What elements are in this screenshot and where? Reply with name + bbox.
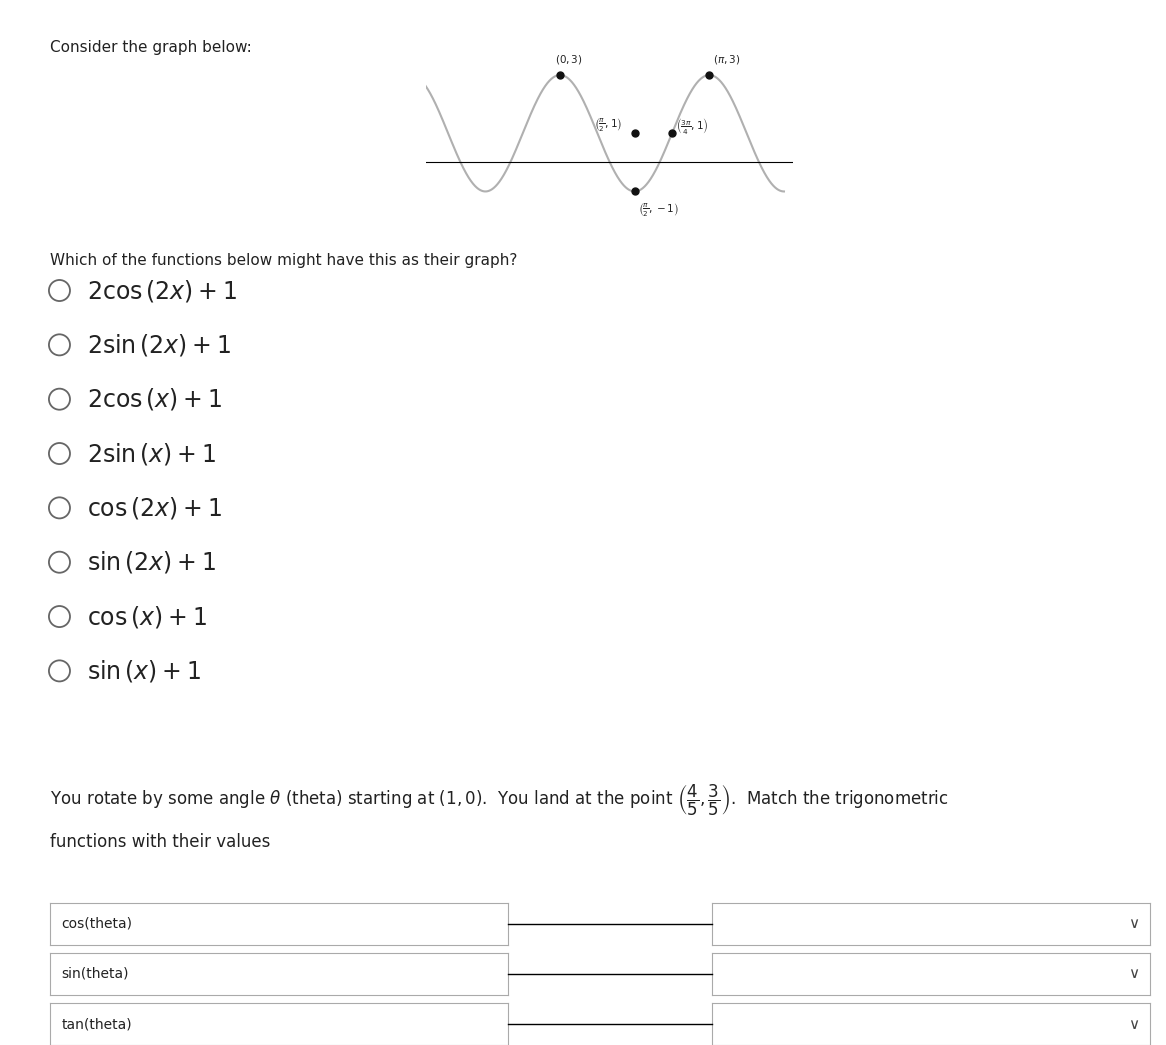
Text: $\cos\left(2x\right)+1$: $\cos\left(2x\right)+1$ bbox=[87, 495, 223, 520]
Text: $2\sin\left(x\right)+1$: $2\sin\left(x\right)+1$ bbox=[87, 441, 217, 466]
Text: $\sin\left(2x\right)+1$: $\sin\left(2x\right)+1$ bbox=[87, 550, 217, 575]
Text: You rotate by some angle $\theta$ (theta) starting at $(1,0)$.  You land at the : You rotate by some angle $\theta$ (theta… bbox=[50, 783, 949, 818]
Text: Which of the functions below might have this as their graph?: Which of the functions below might have … bbox=[50, 253, 518, 268]
Text: $(\pi,3)$: $(\pi,3)$ bbox=[714, 52, 740, 66]
Text: ∨: ∨ bbox=[1128, 1017, 1139, 1031]
Text: cos(theta): cos(theta) bbox=[62, 916, 133, 931]
Text: $\sin\left(x\right)+1$: $\sin\left(x\right)+1$ bbox=[87, 658, 202, 683]
Text: $2\cos\left(x\right)+1$: $2\cos\left(x\right)+1$ bbox=[87, 387, 223, 412]
Text: sin(theta): sin(theta) bbox=[62, 967, 129, 981]
Text: $2\sin\left(2x\right)+1$: $2\sin\left(2x\right)+1$ bbox=[87, 332, 231, 357]
Text: $2\cos\left(2x\right)+1$: $2\cos\left(2x\right)+1$ bbox=[87, 278, 237, 303]
Text: $\left(\frac{3\pi}{4},1\right)$: $\left(\frac{3\pi}{4},1\right)$ bbox=[676, 116, 709, 136]
Text: $\left(\frac{\pi}{2},1\right)$: $\left(\frac{\pi}{2},1\right)$ bbox=[595, 117, 623, 135]
Text: ∨: ∨ bbox=[1128, 916, 1139, 931]
Text: ∨: ∨ bbox=[1128, 967, 1139, 981]
Text: tan(theta): tan(theta) bbox=[62, 1017, 132, 1031]
Text: functions with their values: functions with their values bbox=[50, 833, 271, 851]
Text: Consider the graph below:: Consider the graph below: bbox=[50, 40, 252, 54]
Text: $\cos\left(x\right)+1$: $\cos\left(x\right)+1$ bbox=[87, 604, 208, 629]
Text: $\left(\frac{\pi}{2},-1\right)$: $\left(\frac{\pi}{2},-1\right)$ bbox=[639, 202, 680, 218]
Text: $(0,3)$: $(0,3)$ bbox=[555, 52, 583, 66]
